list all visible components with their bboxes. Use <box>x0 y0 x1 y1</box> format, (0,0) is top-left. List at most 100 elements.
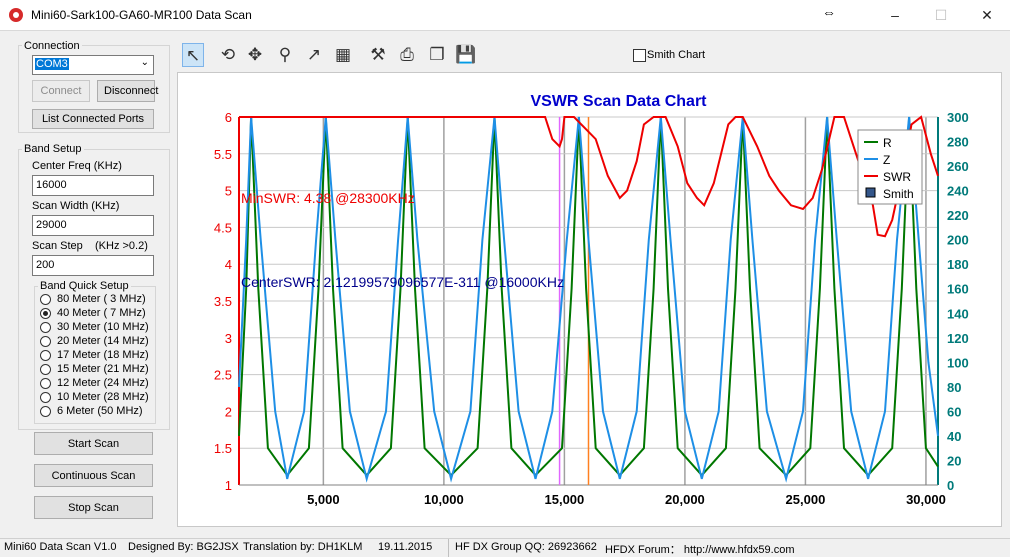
maximize-button[interactable]: ☐ <box>934 7 948 23</box>
connection-group <box>18 45 170 133</box>
x-tick-label: 30,000 <box>906 492 946 507</box>
chevron-down-icon: ⌄ <box>140 57 149 68</box>
band-label: 12 Meter (24 MHz) <box>57 377 149 389</box>
list-ports-button[interactable]: List Connected Ports <box>32 109 154 129</box>
band-setup-group <box>18 149 170 430</box>
print-icon[interactable]: ⎙ <box>400 45 414 64</box>
vswr-chart[interactable]: VSWR Scan Data Chart 5,000 10,000 15,000 20,… <box>178 73 1001 526</box>
y-right-tick-label: 180 <box>947 257 969 272</box>
start-scan-button[interactable]: Start Scan <box>34 432 153 455</box>
y-right-tick-label: 300 <box>947 110 969 125</box>
port-select[interactable]: COM3 ⌄ <box>32 55 154 75</box>
y-left-tick-label: 1 <box>225 478 232 493</box>
legend-label: R <box>883 136 892 150</box>
y-left-tick-label: 4.5 <box>214 220 232 235</box>
radio-button[interactable] <box>40 350 51 361</box>
legend-label: Smith <box>883 187 914 201</box>
y-right-tick-label: 40 <box>947 429 961 444</box>
title-bar: Mini60-Sark100-GA60-MR100 Data Scan ⇔ – … <box>0 0 1010 31</box>
band-label: 40 Meter ( 7 MHz) <box>57 307 146 319</box>
smith-chart-label: Smith Chart <box>647 49 706 61</box>
copy-icon[interactable]: ❐ <box>429 45 445 64</box>
radio-button[interactable] <box>40 308 51 319</box>
radio-button[interactable] <box>40 294 51 305</box>
y-left-tick-label: 2 <box>225 404 232 419</box>
band-label: 6 Meter (50 MHz) <box>57 405 143 417</box>
legend-swatch <box>865 187 876 198</box>
close-button[interactable]: ✕ <box>981 7 993 23</box>
x-tick-label: 20,000 <box>665 492 705 507</box>
connect-button[interactable]: Connect <box>32 80 90 102</box>
center-freq-input[interactable]: 16000 <box>32 175 154 196</box>
y-right-tick-label: 140 <box>947 306 969 321</box>
status-bar: Mini60 Data Scan V1.0 Designed By: BG2JS… <box>0 538 1010 557</box>
y-right-tick-label: 220 <box>947 208 969 223</box>
minimize-button[interactable]: – <box>891 7 899 23</box>
y-left-tick-label: 5 <box>225 184 232 199</box>
band-label: 10 Meter (28 MHz) <box>57 391 149 403</box>
port-select-value: COM3 <box>35 58 69 70</box>
pointer-icon[interactable]: ↖ <box>182 43 204 67</box>
scan-step-input[interactable]: 200 <box>32 255 154 276</box>
connection-group-title: Connection <box>22 40 82 52</box>
smith-chart-checkbox[interactable] <box>633 49 646 62</box>
y-right-tick-label: 260 <box>947 159 969 174</box>
x-tick-label: 15,000 <box>545 492 585 507</box>
band-label: 15 Meter (21 MHz) <box>57 363 149 375</box>
scan-width-input[interactable]: 29000 <box>32 215 154 236</box>
y-left-tick-label: 3.5 <box>214 294 232 309</box>
continuous-scan-button[interactable]: Continuous Scan <box>34 464 153 487</box>
y-left-tick-label: 6 <box>225 110 232 125</box>
save-icon[interactable]: 💾 <box>455 45 477 64</box>
status-separator <box>448 539 449 557</box>
x-tick-label: 10,000 <box>424 492 464 507</box>
series-line-swr <box>239 115 939 238</box>
legend-label: SWR <box>883 170 911 184</box>
pan-icon[interactable]: ✥ <box>247 45 263 64</box>
band-label: 30 Meter (10 MHz) <box>57 321 149 333</box>
data-icon[interactable]: ▦ <box>334 45 352 64</box>
disconnect-button[interactable]: Disconnect <box>97 80 158 102</box>
y-left-tick-label: 1.5 <box>214 441 232 456</box>
scan-step-label: Scan Step <box>32 240 83 252</box>
resize-arrows-icon[interactable]: ⇔ <box>822 4 836 20</box>
y-right-tick-label: 200 <box>947 233 969 248</box>
y-right-tick-label: 80 <box>947 380 961 395</box>
y-right-tick-label: 100 <box>947 355 969 370</box>
status-date: 19.11.2015 <box>378 541 433 553</box>
window-title: Mini60-Sark100-GA60-MR100 Data Scan <box>31 8 252 22</box>
y-right-tick-label: 60 <box>947 404 961 419</box>
radio-button[interactable] <box>40 364 51 375</box>
radio-button[interactable] <box>40 336 51 347</box>
band-quick-title: Band Quick Setup <box>38 280 131 292</box>
chart-toolbar: ↖ ⟲ ✥ ⚲ ↗ ▦ ⚒ ⎙ ❐ 💾 Smith Chart <box>177 40 1002 72</box>
y-right-tick-label: 160 <box>947 282 969 297</box>
chart-title: VSWR Scan Data Chart <box>530 93 707 110</box>
app-icon <box>9 8 23 22</box>
status-version: Mini60 Data Scan V1.0 <box>4 541 117 553</box>
radio-button[interactable] <box>40 378 51 389</box>
y-right-tick-label: 0 <box>947 478 954 493</box>
y-right-tick-label: 20 <box>947 453 961 468</box>
radio-button[interactable] <box>40 392 51 403</box>
radio-button[interactable] <box>40 406 51 417</box>
min-swr-annotation: MinSWR: 4.38 @28300KHz <box>241 190 415 206</box>
zoom-icon[interactable]: ⚲ <box>278 45 292 64</box>
x-tick-label: 25,000 <box>786 492 826 507</box>
stop-scan-button[interactable]: Stop Scan <box>34 496 153 519</box>
band-label: 20 Meter (14 MHz) <box>57 335 149 347</box>
export-icon[interactable]: ↗ <box>306 45 322 64</box>
x-tick-label: 5,000 <box>307 492 340 507</box>
band-label: 80 Meter ( 3 MHz) <box>57 293 146 305</box>
radio-button[interactable] <box>40 322 51 333</box>
y-left-tick-label: 5.5 <box>214 147 232 162</box>
settings-icon[interactable]: ⚒ <box>370 45 386 64</box>
center-swr-annotation: CenterSWR: 2.12199579096577E-311 @16000K… <box>241 274 564 290</box>
legend-label: Z <box>883 153 890 167</box>
center-freq-label: Center Freq (KHz) <box>32 160 122 172</box>
band-setup-title: Band Setup <box>22 143 84 155</box>
rotate-icon[interactable]: ⟲ <box>220 45 236 64</box>
scan-step-hint: (KHz >0.2) <box>95 240 148 252</box>
chart-panel[interactable]: VSWR Scan Data Chart 5,000 10,000 15,000 20,… <box>177 72 1002 527</box>
y-right-tick-label: 120 <box>947 331 969 346</box>
